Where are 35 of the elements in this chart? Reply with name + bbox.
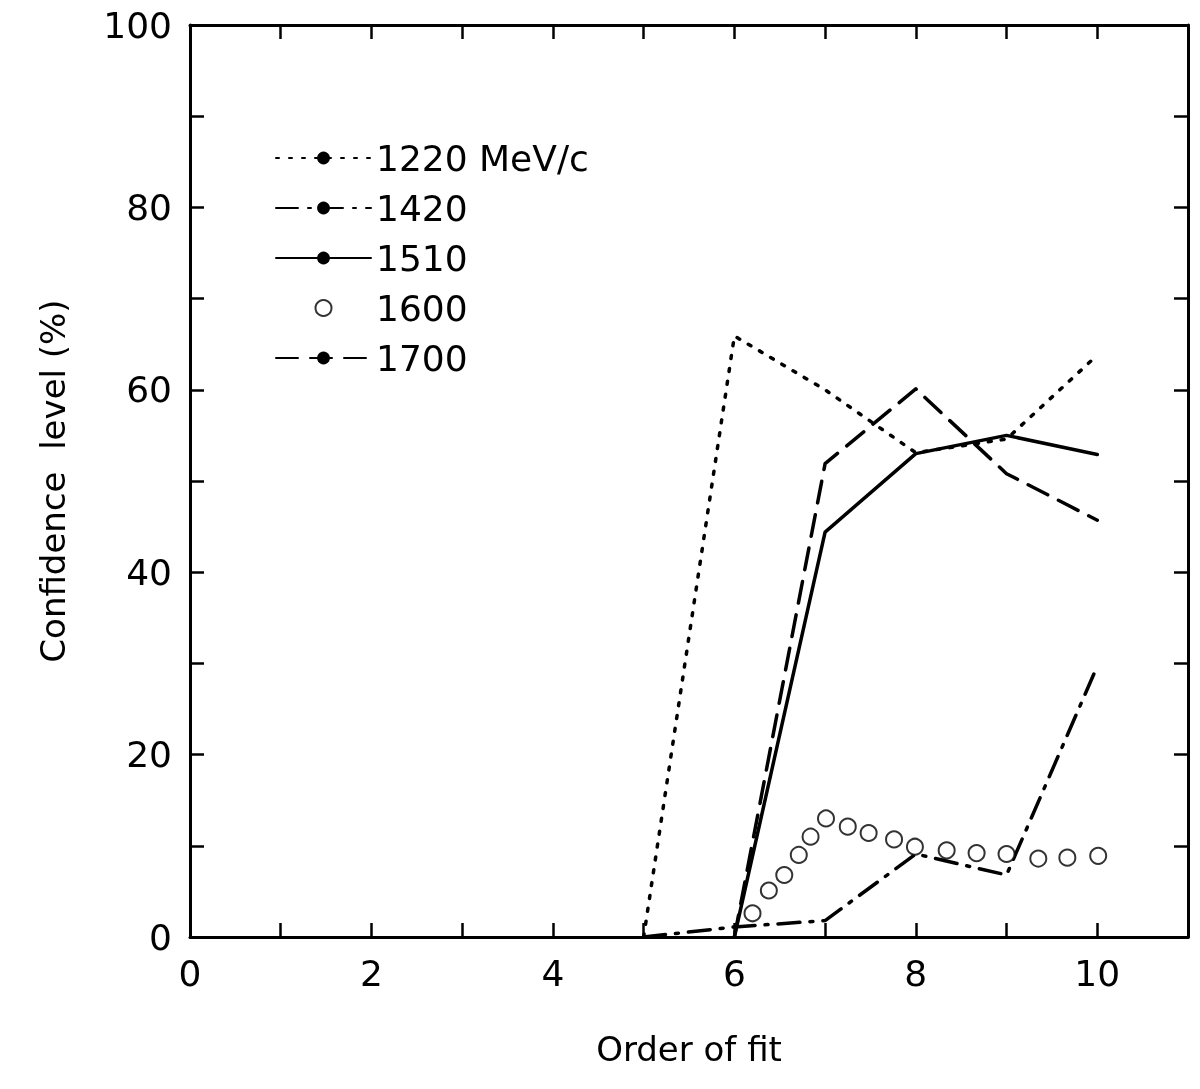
point xyxy=(859,824,878,843)
y-tick-label: 80 xyxy=(126,186,172,228)
x-tick-label: 4 xyxy=(541,952,565,994)
point xyxy=(885,830,904,849)
y-tick-label: 60 xyxy=(126,369,172,411)
point xyxy=(967,844,986,863)
point xyxy=(743,904,762,923)
point xyxy=(817,809,835,828)
point xyxy=(937,841,956,860)
legend-label: 1220 MeV/c xyxy=(376,137,589,179)
x-axis-title: Order of fit xyxy=(596,1029,782,1069)
y-tick-label: 100 xyxy=(103,4,172,46)
point xyxy=(759,881,778,900)
point xyxy=(775,865,794,884)
y-tick-label: 20 xyxy=(126,734,172,776)
point xyxy=(997,845,1016,863)
legend-label: 1700 xyxy=(376,337,468,379)
point xyxy=(838,817,857,836)
x-tick-label: 8 xyxy=(904,952,928,994)
point xyxy=(801,827,820,846)
legend-label: 1510 xyxy=(376,237,468,279)
y-tick-label: 40 xyxy=(126,551,172,593)
legend-label: 1420 xyxy=(376,187,468,229)
y-tick-label: 0 xyxy=(149,916,172,958)
x-tick-label: 6 xyxy=(722,952,746,994)
point xyxy=(1089,846,1108,865)
point xyxy=(1029,849,1048,868)
y-axis-title: Confidence level (%) xyxy=(33,299,73,663)
x-tick-label: 10 xyxy=(1074,952,1121,994)
legend-label: 1600 xyxy=(376,287,468,329)
x-tick-label: 0 xyxy=(178,952,202,994)
point xyxy=(1058,848,1077,867)
x-tick-label: 2 xyxy=(360,952,383,994)
point xyxy=(789,845,808,864)
point xyxy=(905,837,924,856)
